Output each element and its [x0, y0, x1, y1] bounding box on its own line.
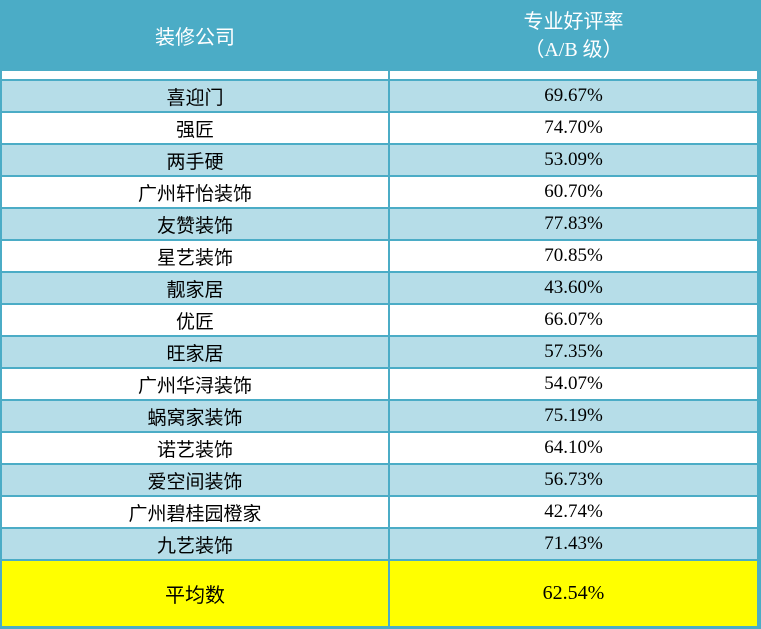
company-cell: 两手硬: [2, 145, 390, 175]
table-row: 两手硬 53.09%: [2, 143, 757, 175]
company-cell: 靓家居: [2, 273, 390, 303]
table-row: 友赞装饰 77.83%: [2, 207, 757, 239]
column-header-rate: 专业好评率 （A/B 级）: [390, 0, 757, 71]
rate-cell: 70.85%: [544, 245, 603, 266]
rate-cell: 77.83%: [544, 213, 603, 234]
table-row: 广州碧桂园橙家 42.74%: [2, 495, 757, 527]
company-cell: 旺家居: [2, 337, 390, 367]
rate-cell: 75.19%: [544, 405, 603, 426]
company-cell: 友赞装饰: [2, 209, 390, 239]
table-body: 喜迎门 69.67% 强匠 74.70% 两手硬 53.09% 广州轩怡装饰 6…: [2, 79, 757, 559]
company-cell: 广州华浔装饰: [2, 369, 390, 399]
average-rate-cell: 62.54%: [542, 582, 605, 604]
company-cell: 星艺装饰: [2, 241, 390, 271]
company-cell: 喜迎门: [2, 81, 390, 111]
company-cell: 强匠: [2, 113, 390, 143]
company-cell: 广州碧桂园橙家: [2, 497, 390, 527]
rate-cell: 71.43%: [544, 533, 603, 554]
rate-cell: 54.07%: [544, 373, 603, 394]
company-cell: 广州轩怡装饰: [2, 177, 390, 207]
company-cell: 蜗窝家装饰: [2, 401, 390, 431]
table-row: 强匠 74.70%: [2, 111, 757, 143]
column-header-company: 装修公司: [2, 0, 390, 71]
table-row: 爱空间装饰 56.73%: [2, 463, 757, 495]
rate-cell: 53.09%: [544, 149, 603, 170]
company-cell: 诺艺装饰: [2, 433, 390, 463]
table-row: 星艺装饰 70.85%: [2, 239, 757, 271]
rate-cell: 66.07%: [544, 309, 603, 330]
rate-header-line2: （A/B 级）: [524, 38, 623, 61]
table-row: 喜迎门 69.67%: [2, 79, 757, 111]
rate-cell: 69.67%: [544, 85, 603, 106]
table-row: 优匠 66.07%: [2, 303, 757, 335]
rate-header-line1: 专业好评率: [523, 10, 624, 33]
average-label-cell: 平均数: [2, 561, 390, 626]
company-cell: 爱空间装饰: [2, 465, 390, 495]
table-row: 广州华浔装饰 54.07%: [2, 367, 757, 399]
table-row: 靓家居 43.60%: [2, 271, 757, 303]
table-header-row: 装修公司 专业好评率 （A/B 级）: [2, 0, 757, 71]
rate-cell: 42.74%: [544, 501, 603, 522]
rate-cell: 74.70%: [544, 117, 603, 138]
table-row: 蜗窝家装饰 75.19%: [2, 399, 757, 431]
header-body-gap-left: [2, 71, 390, 79]
table-row: 九艺装饰 71.43%: [2, 527, 757, 559]
rate-cell: 57.35%: [544, 341, 603, 362]
table-row: 广州轩怡装饰 60.70%: [2, 175, 757, 207]
rate-cell: 43.60%: [544, 277, 603, 298]
rate-cell: 60.70%: [544, 181, 603, 202]
rate-cell: 64.10%: [544, 437, 603, 458]
rate-cell: 56.73%: [544, 469, 603, 490]
average-row: 平均数 62.54%: [2, 559, 757, 626]
table-row: 旺家居 57.35%: [2, 335, 757, 367]
header-body-gap: [2, 71, 757, 79]
company-cell: 九艺装饰: [2, 529, 390, 559]
table-row: 诺艺装饰 64.10%: [2, 431, 757, 463]
company-cell: 优匠: [2, 305, 390, 335]
